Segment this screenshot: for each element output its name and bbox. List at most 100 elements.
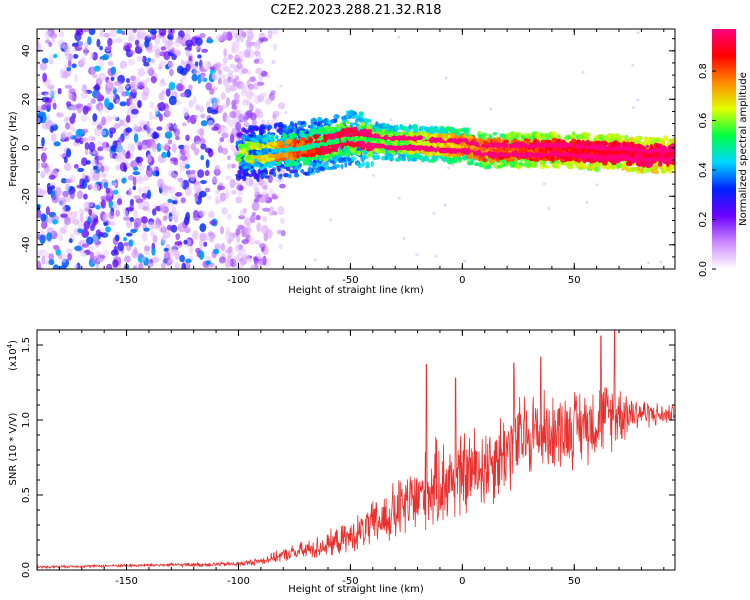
ridge-cell [258,125,266,131]
noise-cell [121,177,127,184]
noise-cell [63,162,72,172]
noise-cell [84,142,90,151]
noise-cell [77,223,84,230]
noise-cell [178,161,187,168]
noise-cell [46,232,52,242]
noise-cell [168,30,174,37]
noise-cell [205,159,210,169]
noise-cell [204,235,210,241]
noise-cell [158,81,167,87]
noise-cell [227,54,233,60]
ridge-cell [445,127,450,132]
noise-cell [174,241,183,246]
noise-cell [547,206,551,210]
ridge-cell [290,122,295,126]
noise-cell [185,49,190,57]
noise-cell [37,43,42,53]
noise-cell [141,232,148,242]
noise-cell [161,37,168,44]
ridge-cell [337,157,344,163]
noise-cell [44,101,51,110]
noise-cell [156,142,162,152]
noise-cell [210,109,219,115]
noise-cell [270,90,276,95]
noise-cell [214,195,219,205]
noise-cell [230,144,236,152]
noise-cell [161,151,168,159]
noise-cell [133,210,139,218]
noise-cell [244,217,252,227]
ridge-cell [242,165,248,170]
ridge-cell [645,144,649,149]
noise-cell [129,50,136,55]
spectrogram-heatmap [37,29,675,269]
noise-cell [276,229,283,235]
noise-cell [143,227,150,232]
noise-cell [108,210,115,220]
noise-cell [116,194,123,200]
noise-cell [141,144,148,150]
ridge-cell [628,167,635,173]
noise-cell [194,61,199,67]
noise-cell [104,98,110,108]
noise-cell [262,215,268,223]
noise-cell [154,106,159,115]
ridge-cell [427,127,434,132]
noise-cell [204,170,210,177]
noise-cell [117,198,123,206]
noise-cell [98,58,105,69]
noise-cell [175,192,183,197]
noise-cell [266,75,270,79]
noise-cell [81,84,87,94]
noise-cell [261,246,265,252]
noise-cell [235,228,241,236]
noise-cell [100,165,105,173]
noise-cell [127,58,135,66]
ridge-cell [653,169,660,175]
noise-cell [79,213,84,223]
noise-cell [199,33,206,39]
noise-cell [255,67,263,75]
ridge-cell [269,171,274,175]
noise-cell [175,210,180,216]
noise-cell [40,249,47,254]
noise-cell [213,63,221,72]
ridge-cell [292,129,297,133]
noise-cell [155,48,161,56]
noise-cell [190,142,196,151]
ridge-cell [388,125,395,130]
ridge-cell [350,156,357,161]
noise-cell [133,133,139,143]
noise-cell [595,183,599,187]
noise-cell [259,243,267,249]
noise-cell [127,143,132,152]
noise-cell [163,251,171,261]
noise-cell [632,106,635,109]
ridge-cell [333,118,338,123]
ridge-cell [382,123,388,128]
noise-cell [206,106,213,114]
noise-cell [89,52,94,59]
ridge-cell [590,165,594,171]
ridge-cell [251,171,258,177]
noise-cell [258,258,265,266]
noise-cell [198,250,205,260]
ridge-cell [257,168,262,175]
noise-cell [241,248,247,253]
noise-cell [220,92,226,100]
noise-cell [225,226,231,236]
noise-cell [64,84,73,89]
ridge-cell [293,172,300,178]
noise-cell [60,213,68,218]
noise-cell [92,165,99,170]
noise-cell [105,263,113,269]
ridge-cell [629,137,633,142]
noise-cell [227,239,232,245]
noise-cell [149,111,153,121]
noise-cell [217,142,222,148]
ridge-cell [401,154,406,160]
noise-cell [443,203,447,207]
noise-cell [77,167,85,173]
ridge-cell [546,139,552,143]
